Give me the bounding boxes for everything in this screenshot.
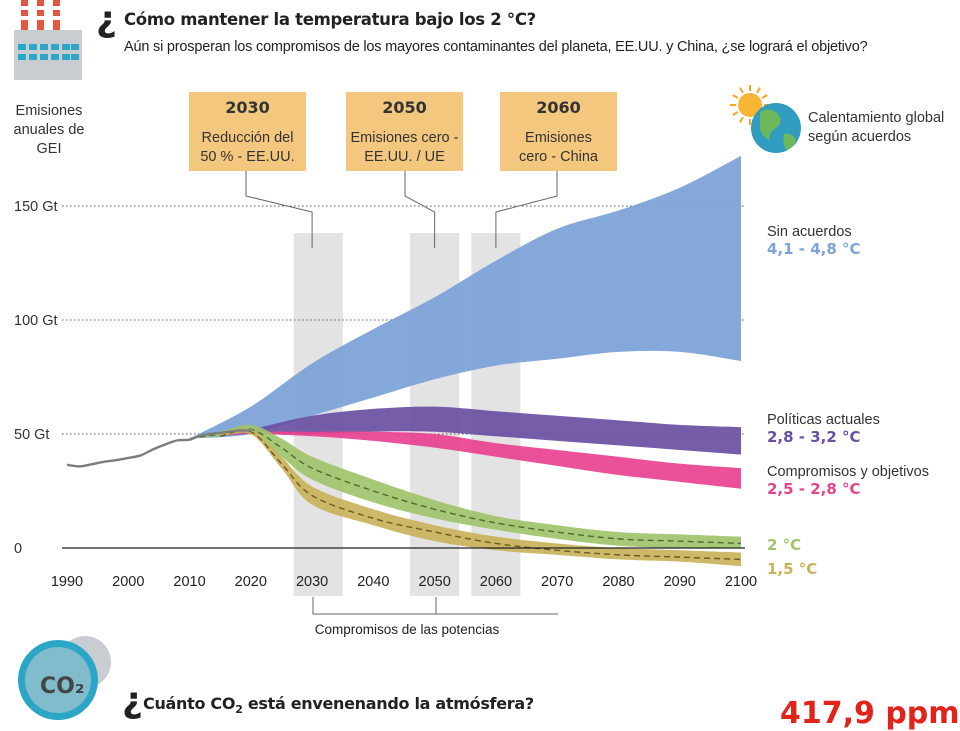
globe-sun-icon xyxy=(730,85,801,153)
band-pol-ticas-actuales xyxy=(220,406,741,455)
sun-ray xyxy=(761,94,768,99)
x-tick-label: 2080 xyxy=(602,574,634,590)
x-tick-label: 2060 xyxy=(480,574,512,590)
milestone-connector xyxy=(495,171,558,248)
series-temp-label: 2,5 - 2,8 °C xyxy=(767,480,861,498)
x-tick-label: 2000 xyxy=(112,574,144,590)
factory-icon xyxy=(14,0,82,80)
globe-land xyxy=(760,109,781,140)
band-2-c xyxy=(189,424,741,549)
x-tick-label: 2040 xyxy=(357,574,389,590)
sun-ray xyxy=(732,111,739,116)
milestone-text: Reducción del xyxy=(202,130,294,146)
series-temp-label: 2 °C xyxy=(767,536,801,554)
right-header-text: según acuerdos xyxy=(808,129,911,145)
milestone-box xyxy=(346,92,463,171)
midline-1-5-c xyxy=(220,429,742,561)
x-tick-label: 2050 xyxy=(419,574,451,590)
series-temp-label: 1,5 °C xyxy=(767,560,817,578)
milestone-connector xyxy=(404,171,436,248)
co2-badge-text: CO₂ xyxy=(40,674,84,699)
bottom-title-pre: Cuánto CO xyxy=(143,694,236,713)
sun-ray xyxy=(756,87,761,94)
bracket-line xyxy=(312,597,558,615)
x-tick-label: 2070 xyxy=(541,574,573,590)
band-compromisos-y-objetivos xyxy=(220,431,741,489)
historical-emissions-line xyxy=(66,429,251,468)
y-tick-label: 0 xyxy=(14,541,22,557)
page-subtitle: Aún si prosperan los compromisos de los … xyxy=(124,39,868,55)
globe-land xyxy=(783,133,796,150)
left-axis-label: Emisiones xyxy=(16,103,83,119)
x-tick-label: 2010 xyxy=(173,574,205,590)
series-name-label: Políticas actuales xyxy=(767,412,880,428)
milestone-text: 50 % - EE.UU. xyxy=(200,149,294,165)
x-tick-label: 1990 xyxy=(51,574,83,590)
bottom-title-post: está envenenando la atmósfera? xyxy=(242,694,534,713)
milestone-text: cero - China xyxy=(519,149,599,165)
milestone-year: 2050 xyxy=(382,98,427,117)
series-name-label: Compromisos y objetivos xyxy=(767,464,929,480)
x-tick-label: 2090 xyxy=(664,574,696,590)
milestone-text: Emisiones xyxy=(525,130,592,146)
x-tick-label: 2100 xyxy=(725,574,757,590)
series-temp-label: 4,1 - 4,8 °C xyxy=(767,240,861,258)
sun-ray xyxy=(732,94,739,99)
milestone-connector xyxy=(245,171,313,248)
bottom-question-mark: ¿ xyxy=(122,680,143,721)
y-tick-label: 150 Gt xyxy=(14,199,58,215)
left-axis-label: GEI xyxy=(37,141,62,157)
x-tick-label: 2020 xyxy=(235,574,267,590)
y-tick-label: 50 Gt xyxy=(14,427,49,443)
band-1-5-c xyxy=(220,428,741,567)
co2-cloud-icon: CO₂ xyxy=(18,636,111,720)
bottom-title: Cuánto CO2 está envenenando la atmósfera… xyxy=(143,694,534,716)
milestone-year: 2060 xyxy=(536,98,581,117)
y-tick-label: 100 Gt xyxy=(14,313,58,329)
milestone-text: Emisiones cero - xyxy=(351,130,459,146)
milestone-text: EE.UU. / UE xyxy=(364,149,445,165)
left-axis-label: anuales de xyxy=(14,122,85,138)
bottom-title-sub: 2 xyxy=(235,703,243,717)
x-tick-label: 2030 xyxy=(296,574,328,590)
sun xyxy=(738,93,762,117)
sun-ray xyxy=(739,116,744,123)
bracket-label: Compromisos de las potencias xyxy=(315,622,500,637)
ppm-value: 417,9 ppm xyxy=(780,696,960,731)
series-name-label: Sin acuerdos xyxy=(767,224,852,240)
co2-inner xyxy=(25,647,91,713)
band-sin-acuerdos xyxy=(189,155,741,439)
right-header-text: Calentamiento global xyxy=(808,110,944,126)
series-temp-label: 2,8 - 3,2 °C xyxy=(767,428,861,446)
sun-ray xyxy=(739,87,744,94)
question-mark: ¿ xyxy=(96,0,117,40)
milestone-box xyxy=(189,92,306,171)
milestone-box xyxy=(500,92,617,171)
page-title: Cómo mantener la temperatura bajo los 2 … xyxy=(124,10,536,29)
milestone-year: 2030 xyxy=(225,98,270,117)
